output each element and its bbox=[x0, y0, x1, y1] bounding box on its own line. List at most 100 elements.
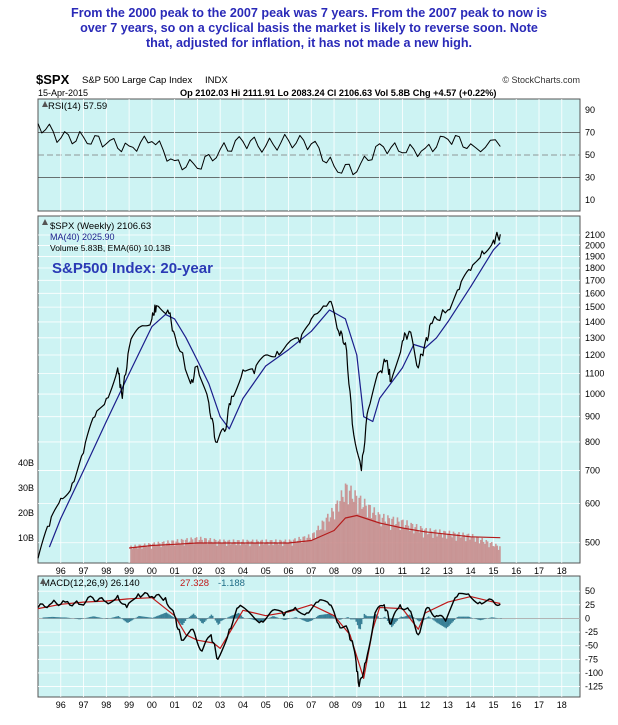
volume-bar bbox=[291, 545, 294, 563]
volume-bar bbox=[355, 495, 358, 563]
volume-bar bbox=[499, 546, 501, 563]
macd-histogram-bar bbox=[60, 617, 62, 619]
x-tick-label: 14 bbox=[466, 700, 476, 710]
annotation-line-3: that, adjusted for inflation, it has not… bbox=[145, 36, 473, 50]
volume-bar bbox=[296, 540, 299, 563]
macd-tick-label: -75 bbox=[585, 654, 598, 664]
macd-histogram-bar bbox=[157, 615, 159, 619]
volume-bar bbox=[497, 549, 500, 563]
volume-bar bbox=[470, 537, 473, 563]
macd-histogram-bar bbox=[53, 616, 55, 619]
macd-histogram-bar bbox=[198, 618, 200, 620]
volume-bar bbox=[484, 543, 486, 563]
volume-bar bbox=[378, 514, 381, 563]
macd-histogram-bar bbox=[181, 618, 184, 625]
macd-histogram-bar bbox=[285, 618, 288, 620]
volume-bar bbox=[292, 539, 295, 563]
volume-bar bbox=[372, 512, 374, 563]
macd-histogram-bar bbox=[252, 618, 255, 620]
macd-histogram-bar bbox=[363, 613, 366, 619]
x-tick-label: 18 bbox=[557, 566, 567, 576]
macd-histogram-bar bbox=[229, 616, 232, 619]
volume-bar bbox=[336, 500, 339, 563]
volume-bar bbox=[198, 539, 201, 563]
macd-histogram-bar bbox=[64, 617, 66, 619]
volume-bar bbox=[277, 544, 280, 563]
macd-histogram-bar bbox=[470, 617, 472, 619]
macd-histogram-bar bbox=[317, 615, 319, 619]
volume-bar bbox=[163, 541, 165, 563]
macd-histogram-bar bbox=[277, 617, 280, 619]
macd-histogram-bar bbox=[295, 617, 297, 619]
x-tick-label: 14 bbox=[466, 566, 476, 576]
macd-histogram-bar bbox=[194, 615, 196, 619]
macd-histogram-bar bbox=[123, 618, 125, 621]
volume-bar bbox=[402, 519, 404, 563]
macd-histogram-bar bbox=[50, 616, 53, 619]
volume-bar bbox=[216, 545, 218, 563]
volume-bar bbox=[342, 496, 344, 563]
volume-bar bbox=[307, 534, 310, 563]
annotation-line-2: over 7 years, so on a cyclical basis the… bbox=[80, 21, 538, 35]
macd-histogram-bar bbox=[192, 613, 195, 619]
exchange-label: INDX bbox=[205, 75, 228, 86]
volume-bar bbox=[285, 543, 288, 563]
volume-bar bbox=[245, 544, 247, 563]
annotation-line-1: From the 2000 peak to the 2007 peak was … bbox=[71, 6, 547, 20]
series-layer bbox=[37, 123, 502, 688]
price-tick-label: 1600 bbox=[585, 288, 605, 298]
volume-bar bbox=[201, 539, 203, 563]
volume-bar bbox=[328, 521, 330, 563]
macd-histogram-bar bbox=[354, 618, 356, 620]
volume-bar bbox=[387, 515, 389, 563]
x-tick-label: 10 bbox=[375, 700, 385, 710]
macd-histogram-bar bbox=[97, 617, 99, 619]
x-tick-label: 06 bbox=[283, 566, 293, 576]
macd-histogram-bar bbox=[412, 617, 415, 619]
volume-tick-label: 30B bbox=[18, 483, 34, 493]
macd-histogram-bar bbox=[380, 618, 382, 619]
volume-bar bbox=[154, 545, 157, 563]
volume-bar bbox=[152, 543, 154, 563]
macd-histogram-bar bbox=[270, 616, 273, 619]
volume-bar bbox=[348, 490, 351, 563]
volume-bar bbox=[186, 538, 188, 563]
volume-bar bbox=[347, 504, 350, 563]
macd-histogram-bar bbox=[136, 616, 139, 619]
volume-bar bbox=[157, 541, 160, 563]
macd-legend: MACD(12,26,9) 26.140 bbox=[42, 578, 140, 589]
volume-bar bbox=[485, 539, 488, 563]
volume-bar bbox=[290, 540, 292, 563]
macd-histogram-bar bbox=[162, 613, 165, 619]
macd-histogram-bar bbox=[80, 618, 83, 620]
volume-tick-label: 40B bbox=[18, 458, 34, 468]
volume-bar bbox=[190, 537, 192, 563]
panel-markers bbox=[40, 101, 48, 584]
macd-histogram-bar bbox=[269, 617, 271, 619]
macd-histogram-bar bbox=[150, 617, 152, 619]
macd-histogram-bar bbox=[313, 618, 315, 620]
volume-bar bbox=[270, 540, 273, 563]
volume-bar bbox=[161, 542, 164, 563]
volume-bar bbox=[138, 544, 141, 563]
macd-histogram-bar bbox=[386, 618, 389, 621]
macd-histogram-bar bbox=[340, 618, 342, 620]
macd-histogram-bar bbox=[201, 618, 203, 623]
macd-histogram-bar bbox=[426, 617, 429, 619]
price-tick-label: 1200 bbox=[585, 350, 605, 360]
macd-histogram-bar bbox=[319, 614, 322, 619]
volume-bar bbox=[486, 541, 489, 563]
macd-histogram-bar bbox=[57, 617, 60, 619]
volume-tick-label: 10B bbox=[18, 533, 34, 543]
volume-bar bbox=[205, 538, 207, 563]
volume-bar bbox=[309, 537, 311, 563]
macd-histogram-bar bbox=[418, 618, 420, 622]
macd-histogram-bar bbox=[456, 617, 459, 619]
macd-histogram-bar bbox=[202, 618, 204, 624]
macd-histogram-bar bbox=[349, 618, 352, 620]
volume-bar bbox=[381, 517, 384, 563]
volume-bar bbox=[229, 544, 232, 563]
volume-bar bbox=[266, 541, 269, 563]
x-tick-label: 15 bbox=[488, 566, 498, 576]
x-tick-label: 98 bbox=[101, 566, 111, 576]
